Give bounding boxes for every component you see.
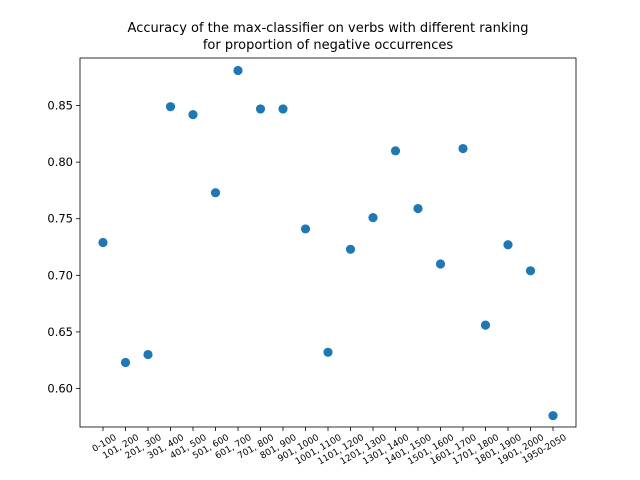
data-point — [143, 349, 153, 360]
data-point — [503, 240, 513, 250]
data-point — [548, 411, 558, 421]
y-tick-label: 0.60 — [47, 382, 73, 396]
data-point — [480, 320, 491, 330]
data-point — [525, 266, 536, 276]
y-tick-label: 0.65 — [47, 325, 73, 339]
data-point — [233, 65, 243, 76]
y-tick-label: 0.80 — [47, 155, 73, 169]
data-point — [345, 244, 356, 254]
y-tick-label: 0.70 — [47, 268, 73, 282]
data-point — [120, 357, 131, 368]
data-point — [435, 259, 446, 269]
plot-area — [79, 57, 577, 428]
chart-subtitle: for proportion of negative occurrences — [203, 38, 454, 53]
data-point — [458, 143, 468, 154]
data-point — [323, 347, 333, 357]
data-point — [98, 237, 108, 248]
data-point — [255, 104, 266, 114]
data-point — [278, 104, 288, 114]
y-axis: 0.60 0.65 0.70 0.75 0.80 0.85 — [47, 99, 80, 396]
data-point — [300, 224, 311, 234]
data-point — [188, 109, 198, 120]
data-point — [210, 188, 221, 198]
data-points — [98, 65, 558, 421]
data-point — [165, 102, 176, 112]
y-tick-label: 0.75 — [47, 212, 73, 226]
data-point — [413, 203, 423, 214]
y-tick-label: 0.85 — [47, 99, 73, 113]
data-point — [390, 146, 401, 156]
chart-title: Accuracy of the max-classifier on verbs … — [128, 21, 529, 36]
data-point — [368, 212, 378, 223]
